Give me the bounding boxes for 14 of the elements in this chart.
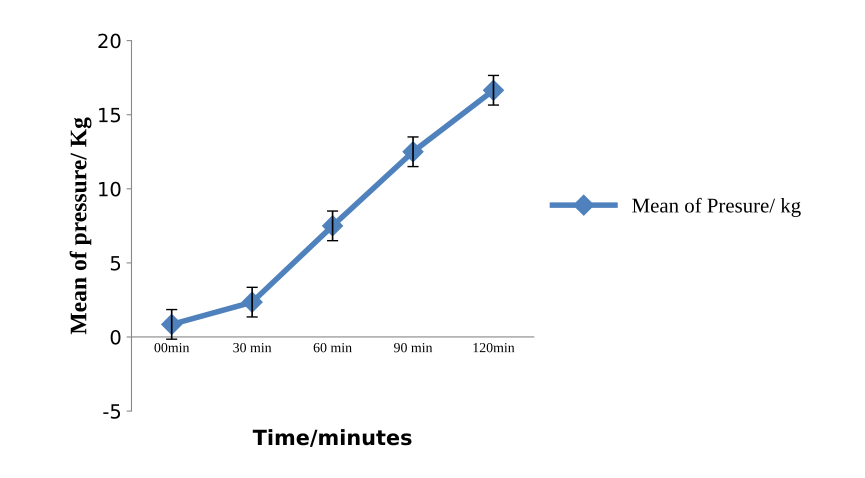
- x-tick-label: 90 min: [394, 342, 432, 352]
- x-tick-label: 60 min: [314, 342, 352, 352]
- y-tick-label: 15: [99, 108, 120, 122]
- x-tick-label: 120min: [473, 342, 514, 352]
- y-tick-label: 0: [110, 330, 120, 345]
- x-tick-label: 30 min: [233, 342, 272, 352]
- y-tick-label: -5: [103, 404, 120, 419]
- y-tick-label: 10: [99, 182, 120, 196]
- y-tick-label: 5: [110, 256, 120, 271]
- legend-label: Mean of Presure/ kg: [632, 198, 801, 217]
- y-axis-title: Mean of pressure/ Kg: [70, 117, 92, 334]
- y-tick-label: 20: [98, 34, 120, 48]
- x-axis-title: Time/minutes: [252, 429, 412, 447]
- x-tick-label: 00min: [154, 342, 190, 352]
